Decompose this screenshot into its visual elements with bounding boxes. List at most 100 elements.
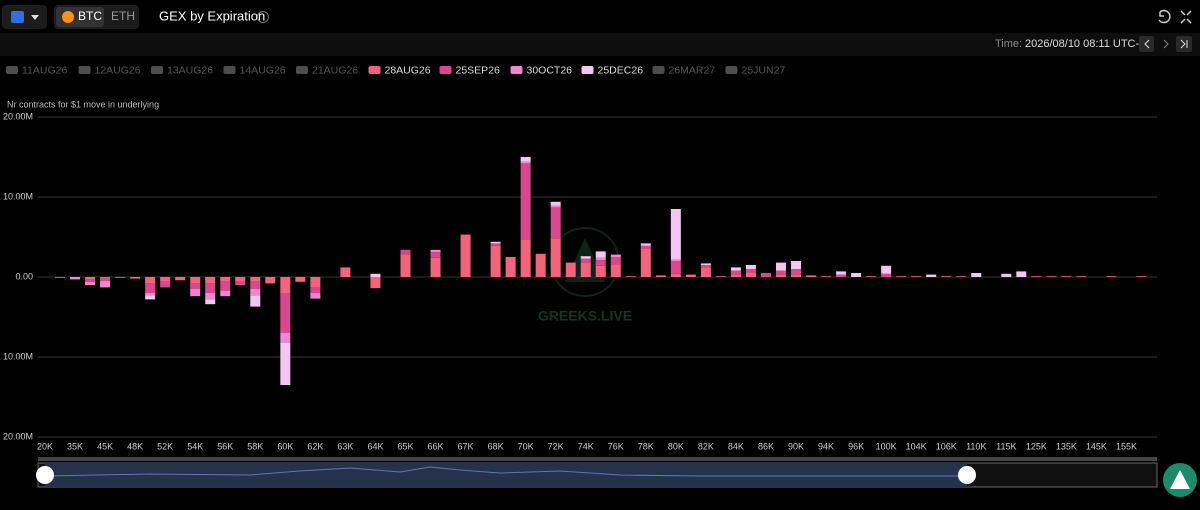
legend-label[interactable]: 28AUG26 bbox=[385, 64, 431, 76]
bar-segment bbox=[775, 270, 786, 275]
bar-segment bbox=[956, 276, 967, 277]
bar-segment bbox=[430, 252, 441, 258]
prev-arrow bbox=[1144, 39, 1150, 49]
x-tick-label: 63K bbox=[337, 441, 353, 451]
y-tick-label: 10.00M bbox=[3, 191, 33, 201]
bar-segment bbox=[670, 259, 681, 261]
legend-swatch bbox=[6, 66, 18, 74]
bar-segment bbox=[145, 277, 156, 284]
bar-segment bbox=[205, 293, 216, 300]
bar-segment bbox=[100, 278, 111, 281]
legend-label[interactable]: 25JUN27 bbox=[742, 64, 786, 76]
bar-segment bbox=[310, 287, 321, 293]
bar-segment bbox=[700, 265, 711, 268]
prev-button[interactable] bbox=[1139, 36, 1154, 52]
legend-swatch bbox=[725, 66, 738, 74]
bar-segment bbox=[430, 257, 441, 277]
refresh-icon[interactable] bbox=[1158, 9, 1171, 24]
bar-segment bbox=[265, 277, 276, 284]
legend-label[interactable]: 25DEC26 bbox=[598, 64, 644, 76]
legend-label[interactable]: 13AUG26 bbox=[167, 64, 213, 76]
bar-segment bbox=[490, 245, 501, 277]
x-tick-label: 20K bbox=[37, 441, 53, 451]
bar-segment bbox=[806, 275, 817, 277]
bar-segment bbox=[115, 277, 126, 278]
bar-segment bbox=[1076, 276, 1087, 277]
legend-label[interactable]: 26MAR27 bbox=[669, 64, 716, 76]
bar-segment bbox=[235, 281, 246, 285]
bar-segment bbox=[580, 262, 591, 277]
bar-segment bbox=[881, 273, 892, 277]
bar-segment bbox=[400, 254, 411, 277]
bar-segment bbox=[250, 281, 261, 289]
bar-segment bbox=[745, 273, 756, 277]
bar-segment bbox=[700, 263, 711, 265]
bar-segment bbox=[100, 281, 111, 288]
y-tick-label: 0.00 bbox=[15, 271, 33, 281]
bar-segment bbox=[175, 277, 186, 281]
bar-segment bbox=[85, 277, 96, 280]
latest-button[interactable] bbox=[1176, 36, 1192, 52]
x-tick-label: 90K bbox=[788, 441, 804, 451]
bar-segment bbox=[550, 207, 561, 239]
dropdown-arrow bbox=[31, 15, 39, 20]
x-tick-label: 35K bbox=[67, 441, 83, 451]
next-arrow[interactable] bbox=[1163, 39, 1169, 49]
bar-segment bbox=[791, 269, 802, 275]
zoom-selection[interactable] bbox=[45, 463, 967, 487]
bar-segment bbox=[280, 333, 291, 343]
help-icon[interactable] bbox=[257, 11, 269, 23]
bar-segment bbox=[836, 274, 847, 277]
bar-segment bbox=[625, 276, 636, 277]
bar-segment bbox=[160, 277, 171, 281]
bar-segment bbox=[190, 283, 201, 289]
legend-swatch bbox=[151, 66, 163, 74]
fullscreen-icon[interactable] bbox=[1180, 10, 1192, 24]
coin-btc[interactable]: BTC bbox=[78, 9, 102, 23]
bar-segment bbox=[100, 277, 111, 279]
bar-segment bbox=[430, 249, 441, 253]
bar-segment bbox=[250, 277, 261, 282]
x-tick-label: 65K bbox=[397, 441, 413, 451]
bar-segment bbox=[490, 241, 501, 244]
bar-segment bbox=[520, 161, 531, 164]
x-tick-label: 60K bbox=[277, 441, 293, 451]
bar-segment bbox=[520, 157, 531, 162]
zoom-handle-left[interactable] bbox=[36, 466, 54, 484]
toolbar bbox=[0, 33, 1200, 56]
legend-label[interactable]: 12AUG26 bbox=[95, 64, 141, 76]
bar-segment bbox=[700, 267, 711, 277]
bar-segment bbox=[505, 257, 516, 277]
x-tick-label: 110K bbox=[966, 441, 986, 451]
bar-segment bbox=[821, 276, 832, 277]
zoom-handle-right[interactable] bbox=[958, 466, 976, 484]
bar-segment bbox=[550, 201, 561, 206]
bar-segment bbox=[836, 271, 847, 275]
bar-segment bbox=[595, 265, 606, 277]
legend-label[interactable]: 21AUG26 bbox=[312, 64, 358, 76]
legend-label[interactable]: 25SEP26 bbox=[456, 64, 501, 76]
bar-segment bbox=[580, 256, 591, 259]
x-tick-label: 145K bbox=[1086, 441, 1107, 451]
bar-segment bbox=[866, 276, 877, 277]
x-tick-label: 115K bbox=[996, 441, 1016, 451]
x-tick-label: 68K bbox=[488, 441, 504, 451]
bar-segment bbox=[145, 293, 156, 296]
bar-segment bbox=[400, 249, 411, 255]
coin-eth[interactable]: ETH bbox=[111, 9, 135, 23]
x-tick-label: 56K bbox=[217, 441, 233, 451]
x-tick-label: 72K bbox=[548, 441, 564, 451]
bar-segment bbox=[85, 279, 96, 282]
x-tick-label: 80K bbox=[668, 441, 684, 451]
legend-label[interactable]: 14AUG26 bbox=[240, 64, 286, 76]
legend-label[interactable]: 11AUG26 bbox=[22, 64, 67, 76]
bar-segment bbox=[1046, 276, 1057, 277]
menu-button[interactable] bbox=[2, 5, 47, 29]
legend-swatch bbox=[296, 66, 308, 74]
bar-segment bbox=[145, 283, 156, 293]
bar-segment bbox=[730, 267, 741, 271]
bar-segment bbox=[250, 289, 261, 296]
brand-logo-mark bbox=[1170, 470, 1190, 489]
bar-segment bbox=[1136, 276, 1147, 277]
legend-label[interactable]: 30OCT26 bbox=[527, 64, 573, 76]
